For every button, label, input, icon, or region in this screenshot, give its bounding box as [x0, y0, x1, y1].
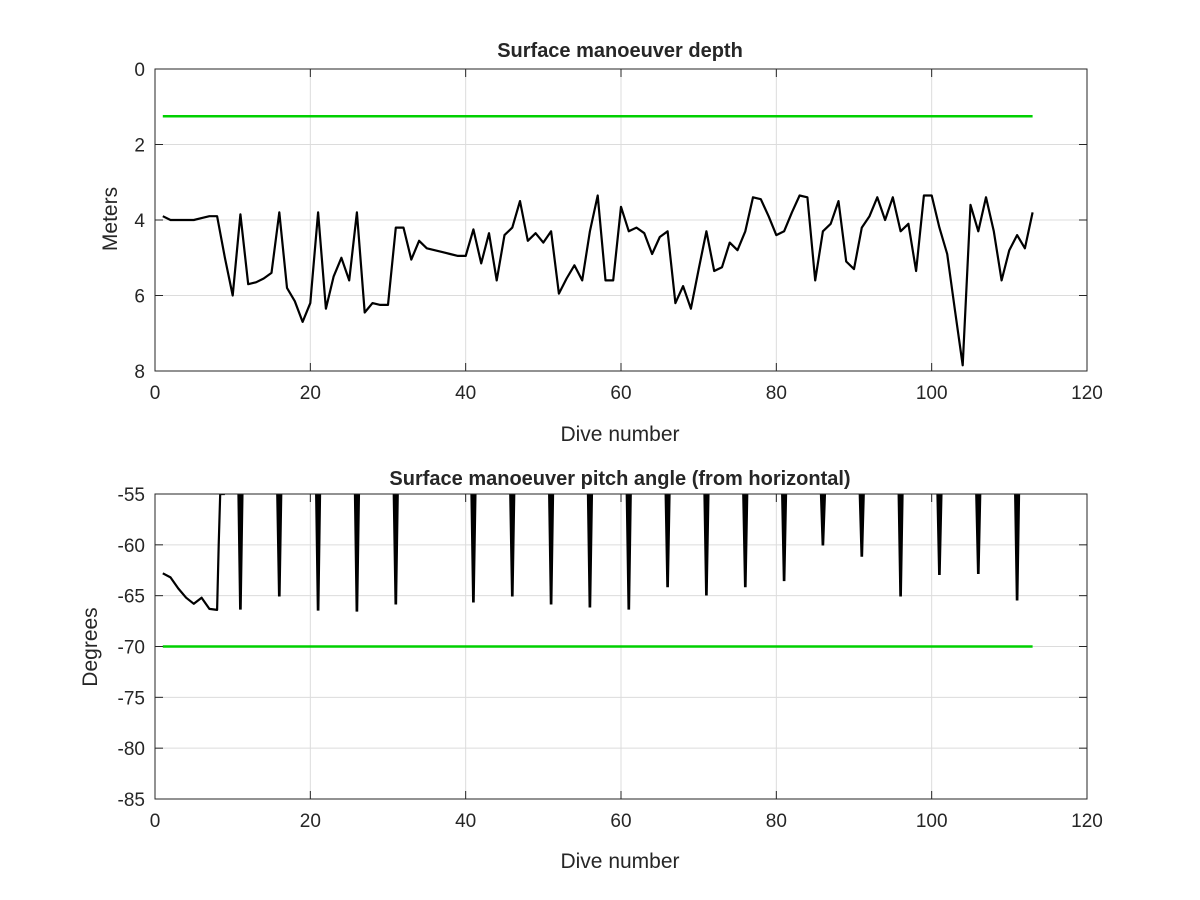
- data-line: [162, 494, 225, 612]
- data-line: [162, 194, 1034, 367]
- pitch-spike: [819, 494, 827, 546]
- pitch-spike: [315, 494, 322, 611]
- plot-area: [162, 494, 1033, 648]
- pitch-spike: [742, 494, 749, 588]
- y-tick-label: 2: [134, 136, 145, 157]
- pitch-spike: [625, 494, 632, 610]
- pitch-spike: [858, 494, 865, 557]
- pitch-spike: [470, 494, 477, 603]
- y-tick-label: 6: [134, 287, 145, 308]
- x-tick-label: 80: [766, 811, 787, 832]
- pitch-spike: [897, 494, 904, 597]
- x-axis-label: Dive number: [560, 423, 679, 446]
- x-tick-label: 80: [766, 383, 787, 404]
- y-tick-label: 0: [134, 60, 145, 81]
- chart-title: Surface manoeuver depth: [497, 40, 743, 62]
- chart-title: Surface manoeuver pitch angle (from hori…: [389, 468, 850, 490]
- pitch-spike: [548, 494, 555, 605]
- x-tick-label: 60: [610, 811, 631, 832]
- x-tick-label: 120: [1071, 383, 1103, 404]
- x-tick-label: 20: [300, 811, 321, 832]
- y-axis-label: Meters: [99, 187, 122, 251]
- pitch-chart: Surface manoeuver pitch angle (from hori…: [79, 468, 1103, 873]
- depth-chart: Surface manoeuver depth Dive number Mete…: [99, 40, 1103, 446]
- grid: [154, 68, 1088, 372]
- x-tick-label: 60: [610, 383, 631, 404]
- y-tick-label: -60: [118, 536, 145, 557]
- x-tick-label: 100: [916, 383, 948, 404]
- y-tick-label: -75: [118, 688, 145, 709]
- y-tick-label: -70: [118, 638, 145, 659]
- plot-area: [162, 114, 1034, 367]
- pitch-spike: [975, 494, 982, 575]
- x-tick-label: 120: [1071, 811, 1103, 832]
- x-tick-label: 40: [455, 383, 476, 404]
- y-tick-label: 4: [134, 211, 145, 232]
- x-tick-label: 40: [455, 811, 476, 832]
- pitch-spike: [936, 494, 943, 576]
- y-tick-label: -65: [118, 587, 145, 608]
- x-tick-label: 0: [150, 383, 161, 404]
- pitch-spike: [276, 494, 283, 597]
- pitch-spike: [1014, 494, 1021, 601]
- pitch-spike: [237, 494, 244, 610]
- x-tick-label: 0: [150, 811, 161, 832]
- pitch-spike: [781, 494, 788, 582]
- y-tick-label: 8: [134, 362, 145, 383]
- pitch-spike: [353, 494, 361, 612]
- x-axis-label: Dive number: [560, 850, 679, 873]
- pitch-spike: [664, 494, 671, 588]
- y-tick-label: -80: [118, 739, 145, 760]
- x-tick-label: 20: [300, 383, 321, 404]
- pitch-spike: [703, 494, 710, 596]
- pitch-spike: [509, 494, 516, 597]
- pitch-spike: [392, 494, 399, 605]
- y-tick-label: -55: [118, 485, 145, 506]
- pitch-spike: [586, 494, 594, 608]
- x-tick-label: 100: [916, 811, 948, 832]
- y-axis-label: Degrees: [79, 607, 102, 686]
- y-tick-label: -85: [118, 790, 145, 811]
